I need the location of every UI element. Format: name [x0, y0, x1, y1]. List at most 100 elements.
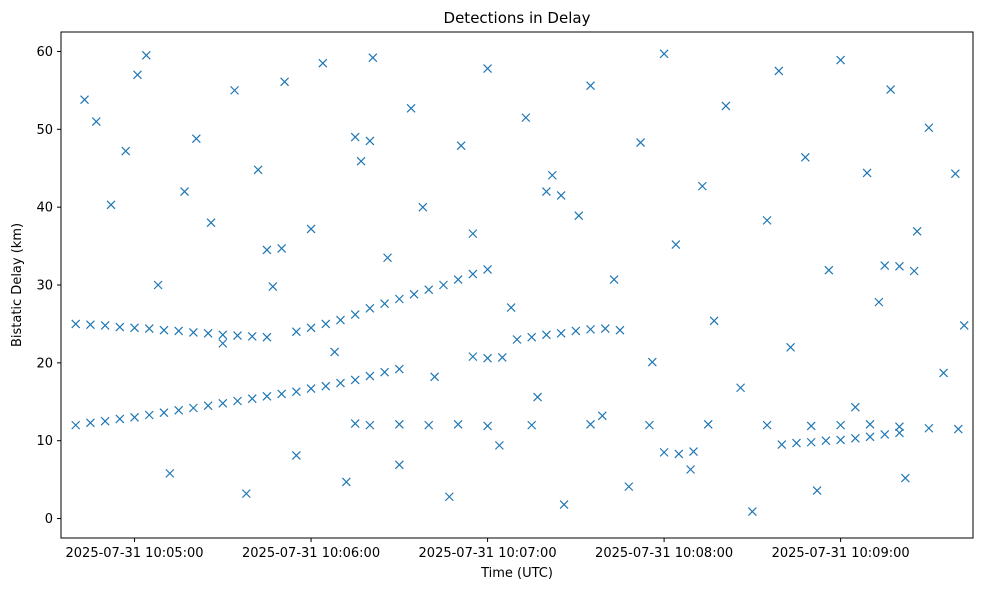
data-point — [85, 418, 95, 428]
data-point — [350, 375, 360, 385]
data-point — [262, 391, 272, 401]
data-point — [924, 123, 934, 133]
data-point — [886, 85, 896, 95]
data-point — [356, 156, 366, 166]
x-tick-label: 2025-07-31 10:09:00 — [772, 546, 910, 561]
data-point — [636, 138, 645, 147]
data-point — [253, 165, 263, 175]
data-point — [792, 438, 801, 448]
data-point — [306, 323, 316, 333]
data-point — [909, 266, 919, 276]
data-point — [468, 269, 478, 279]
data-point — [268, 282, 278, 291]
data-point — [100, 416, 110, 426]
y-tick-label: 0 — [45, 512, 53, 527]
data-point — [674, 449, 684, 459]
x-axis: 2025-07-31 10:05:00 2025-07-31 10:06:00 20… — [66, 538, 910, 561]
data-point — [659, 49, 669, 59]
data-point — [277, 243, 287, 253]
data-point — [586, 324, 595, 334]
data-point — [206, 218, 216, 228]
data-point — [836, 55, 846, 65]
y-axis: 0 10 20 30 40 50 60 — [36, 45, 61, 527]
data-point — [71, 420, 81, 430]
data-point — [100, 321, 110, 330]
data-point — [130, 323, 139, 333]
data-point — [174, 326, 184, 336]
data-point — [306, 224, 316, 234]
data-point — [306, 384, 316, 393]
data-point — [468, 352, 478, 362]
data-point — [218, 338, 228, 348]
data-point — [686, 465, 695, 474]
data-point — [365, 420, 375, 430]
data-point — [762, 215, 772, 225]
data-point — [556, 191, 566, 200]
data-point — [912, 226, 922, 236]
data-point — [547, 170, 557, 180]
data-point — [624, 482, 634, 492]
data-point — [394, 364, 404, 374]
data-point — [865, 432, 875, 442]
data-point — [85, 320, 95, 330]
data-point — [506, 303, 516, 312]
data-point — [747, 507, 757, 516]
y-tick-label: 60 — [36, 45, 53, 60]
data-point — [527, 420, 537, 430]
data-point — [721, 101, 731, 111]
data-point — [383, 253, 392, 263]
y-tick-label: 20 — [36, 356, 53, 371]
data-point — [895, 428, 904, 438]
data-point — [230, 85, 239, 95]
x-tick-label: 2025-07-31 10:05:00 — [66, 546, 204, 561]
data-point — [497, 352, 507, 362]
data-point — [541, 330, 551, 340]
plot-frame — [60, 31, 974, 539]
data-point — [880, 261, 890, 270]
data-point — [380, 367, 390, 377]
data-point — [527, 332, 537, 342]
data-point — [115, 414, 125, 424]
data-point — [483, 353, 493, 363]
data-point — [141, 50, 151, 60]
data-point — [365, 371, 375, 381]
x-tick-label: 2025-07-31 10:07:00 — [419, 546, 557, 561]
y-axis-label: Bistatic Delay (km) — [10, 223, 25, 347]
data-point — [336, 315, 345, 325]
data-point — [424, 285, 434, 295]
data-point — [953, 424, 963, 434]
data-point — [671, 240, 681, 249]
data-point — [900, 473, 910, 483]
data-point — [336, 378, 345, 388]
data-point — [424, 420, 434, 430]
data-point — [836, 435, 846, 445]
data-point — [774, 66, 784, 76]
data-point — [468, 229, 478, 239]
data-point — [850, 402, 860, 412]
data-point — [406, 103, 416, 113]
x-tick-label: 2025-07-31 10:08:00 — [595, 546, 733, 561]
data-point — [709, 316, 719, 326]
data-point — [321, 381, 331, 391]
data-point — [280, 77, 290, 87]
data-point — [368, 53, 378, 63]
data-point — [133, 70, 142, 80]
data-point — [533, 392, 543, 402]
data-point — [350, 310, 360, 320]
data-point — [453, 275, 463, 284]
data-point — [91, 117, 101, 126]
data-point — [836, 420, 846, 430]
data-point — [850, 433, 860, 443]
data-point — [880, 430, 890, 439]
data-point — [874, 297, 884, 307]
data-point — [609, 275, 619, 284]
data-point — [174, 405, 184, 415]
data-point — [121, 146, 131, 156]
data-point — [218, 398, 228, 408]
data-point — [277, 389, 287, 399]
data-point — [586, 419, 595, 429]
data-point — [456, 141, 466, 151]
data-point — [203, 401, 213, 411]
data-point — [321, 319, 331, 329]
data-point — [494, 440, 504, 450]
